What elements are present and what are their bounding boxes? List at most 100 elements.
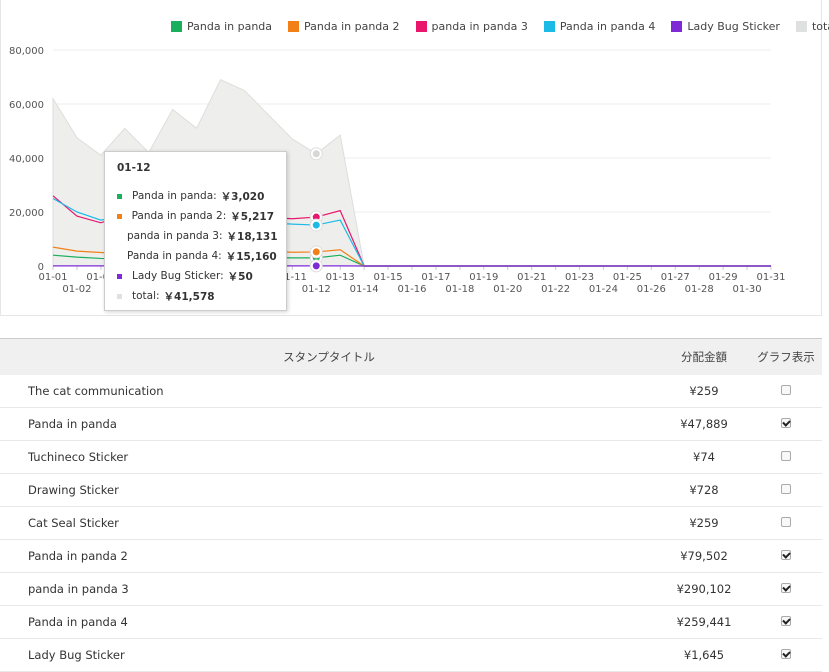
tooltip-dot [117, 294, 122, 299]
tooltip-label: Lady Bug Sticker: [132, 270, 224, 282]
legend-swatch [288, 21, 299, 32]
legend-item[interactable]: Panda in panda [171, 20, 272, 33]
hover-marker [312, 248, 320, 256]
header-amount[interactable]: 分配金額 [658, 339, 750, 376]
sticker-title: Panda in panda [0, 408, 658, 441]
sticker-amount: ¥259,441 [658, 606, 750, 639]
x-tick-label: 01-13 [326, 272, 355, 283]
x-tick-label: 01-30 [733, 284, 762, 295]
y-tick-label: 40,000 [9, 154, 44, 165]
legend-swatch [416, 21, 427, 32]
graph-toggle-cell [750, 408, 822, 441]
graph-toggle-cell [750, 540, 822, 573]
y-tick-label: 20,000 [9, 208, 44, 219]
table-row: The cat communication¥259 [0, 375, 822, 408]
sticker-amount: ¥259 [658, 375, 750, 408]
x-tick-label: 01-18 [445, 284, 474, 295]
sticker-title: The cat communication [0, 375, 658, 408]
tooltip-label: Panda in panda 4: [127, 250, 222, 262]
sticker-amount: ¥290,102 [658, 573, 750, 606]
x-tick-label: 01-20 [493, 284, 522, 295]
sticker-amount: ¥47,889 [658, 408, 750, 441]
graph-toggle-cell [750, 639, 822, 672]
legend-item[interactable]: Lady Bug Sticker [671, 20, 780, 33]
legend-swatch [171, 21, 182, 32]
sticker-title: Tuchineco Sticker [0, 441, 658, 474]
tooltip-row: Panda in panda:￥3,020 [117, 186, 274, 206]
legend-swatch [796, 21, 807, 32]
graph-toggle-checkbox[interactable] [781, 583, 791, 593]
graph-toggle-cell [750, 441, 822, 474]
graph-toggle-checkbox[interactable] [781, 517, 791, 527]
legend-item[interactable]: Panda in panda 4 [544, 20, 656, 33]
x-tick-label: 01-02 [62, 284, 91, 295]
x-tick-label: 01-16 [397, 284, 426, 295]
graph-toggle-checkbox[interactable] [781, 418, 791, 428]
tooltip-dot [117, 194, 122, 199]
x-tick-label: 01-26 [637, 284, 666, 295]
tooltip-value: ￥18,131 [227, 229, 278, 244]
tooltip-row: Panda in panda 4:￥15,160 [117, 246, 274, 266]
legend-label: Panda in panda 4 [560, 20, 656, 33]
graph-toggle-checkbox[interactable] [781, 616, 791, 626]
legend-label: panda in panda 3 [432, 20, 528, 33]
tooltip-dot [117, 214, 122, 219]
hover-marker [312, 150, 320, 158]
legend-item[interactable]: Panda in panda 2 [288, 20, 400, 33]
header-title[interactable]: スタンプタイトル [0, 339, 658, 376]
tooltip-value: ￥3,020 [221, 189, 265, 204]
hover-marker [312, 262, 320, 270]
x-tick-label: 01-28 [685, 284, 714, 295]
legend-item[interactable]: panda in panda 3 [416, 20, 528, 33]
sticker-amount: ¥259 [658, 507, 750, 540]
sticker-title: panda in panda 3 [0, 573, 658, 606]
sticker-title: Panda in panda 4 [0, 606, 658, 639]
header-graph[interactable]: グラフ表示 [750, 339, 822, 376]
table-row: Lady Bug Sticker¥1,645 [0, 639, 822, 672]
table-row: Tuchineco Sticker¥74 [0, 441, 822, 474]
x-tick-label: 01-01 [38, 272, 67, 283]
tooltip-row: total: ￥41,578 [117, 286, 274, 306]
graph-toggle-checkbox[interactable] [781, 451, 791, 461]
legend-item[interactable]: total [796, 20, 829, 33]
tooltip-value: ￥41,578 [164, 289, 215, 304]
y-tick-label: 80,000 [9, 46, 44, 57]
graph-toggle-cell [750, 606, 822, 639]
tooltip-label: total: [132, 290, 160, 302]
x-tick-label: 01-14 [350, 284, 379, 295]
graph-toggle-cell [750, 375, 822, 408]
legend-label: Panda in panda 2 [304, 20, 400, 33]
chart-legend: Panda in panda Panda in panda 2 panda in p… [171, 20, 829, 33]
x-tick-label: 01-19 [469, 272, 498, 283]
sticker-amount: ¥74 [658, 441, 750, 474]
tooltip-dot [117, 274, 122, 279]
sticker-title: Drawing Sticker [0, 474, 658, 507]
sticker-amount: ¥79,502 [658, 540, 750, 573]
tooltip-row: panda in panda 3:￥18,131 [117, 226, 274, 246]
graph-toggle-checkbox[interactable] [781, 385, 791, 395]
table-header-row: スタンプタイトル 分配金額 グラフ表示 [0, 339, 822, 376]
x-tick-label: 01-31 [756, 272, 785, 283]
table-row: Drawing Sticker¥728 [0, 474, 822, 507]
graph-toggle-cell [750, 507, 822, 540]
legend-label: total [812, 20, 829, 33]
x-tick-label: 01-25 [613, 272, 642, 283]
tooltip-label: panda in panda 3: [127, 230, 223, 242]
graph-toggle-checkbox[interactable] [781, 484, 791, 494]
sticker-title: Panda in panda 2 [0, 540, 658, 573]
graph-toggle-checkbox[interactable] [781, 550, 791, 560]
tooltip-row: Panda in panda 2:￥5,217 [117, 206, 274, 226]
x-tick-label: 01-27 [661, 272, 690, 283]
graph-toggle-checkbox[interactable] [781, 649, 791, 659]
table-row: Cat Seal Sticker¥259 [0, 507, 822, 540]
x-tick-label: 01-21 [517, 272, 546, 283]
hover-marker [312, 221, 320, 229]
table-row: Panda in panda 2¥79,502 [0, 540, 822, 573]
x-tick-label: 01-12 [302, 284, 331, 295]
legend-swatch [671, 21, 682, 32]
x-tick-label: 01-17 [421, 272, 450, 283]
legend-label: Lady Bug Sticker [687, 20, 780, 33]
sticker-amount: ¥728 [658, 474, 750, 507]
legend-swatch [544, 21, 555, 32]
